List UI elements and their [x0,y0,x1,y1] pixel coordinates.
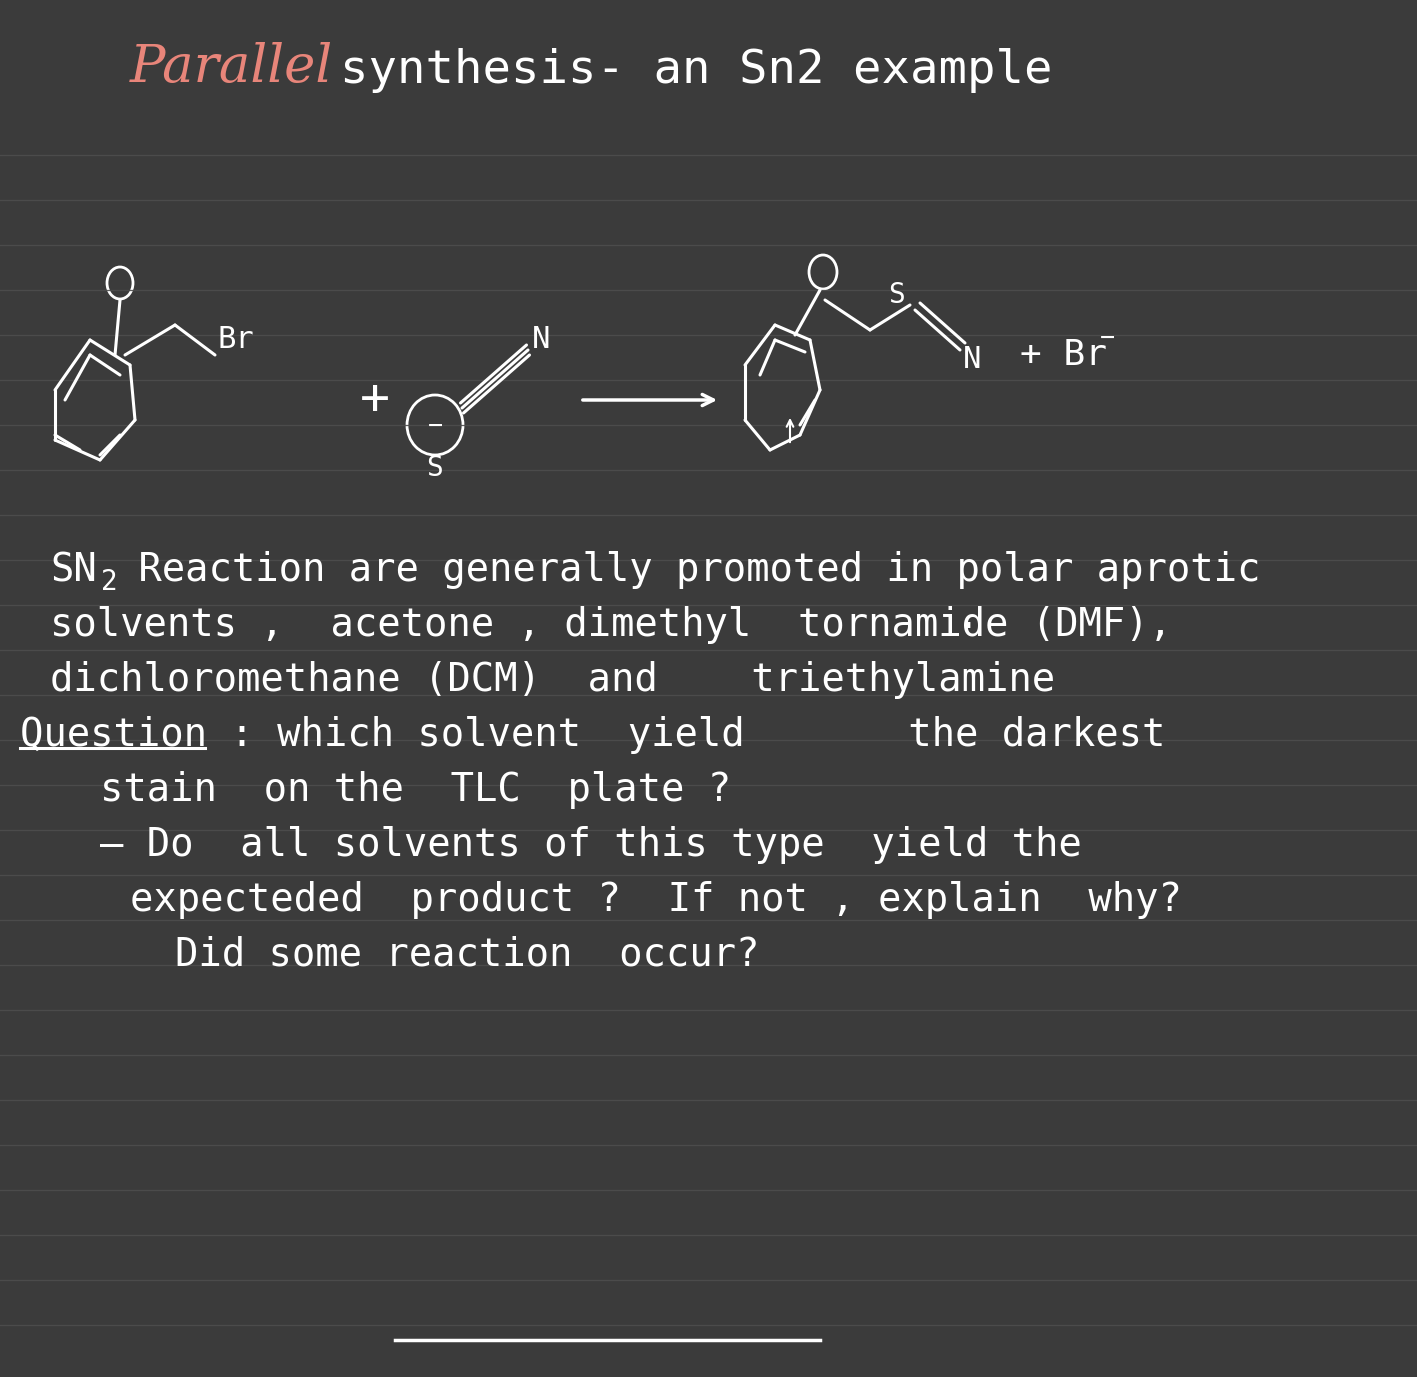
Text: – Do  all solvents of this type  yield the: – Do all solvents of this type yield the [101,826,1081,863]
Text: synthesis- an Sn2 example: synthesis- an Sn2 example [340,48,1053,94]
Text: −: − [1100,326,1115,350]
Text: .: . [959,593,973,636]
Text: stain  on the  TLC  plate ?: stain on the TLC plate ? [101,771,731,810]
Text: N: N [531,325,550,354]
Text: Question : which solvent  yield       the darkest: Question : which solvent yield the darke… [20,716,1165,755]
Text: 2: 2 [101,567,118,596]
Text: Did some reaction  occur?: Did some reaction occur? [176,936,760,974]
Text: dichloromethane (DCM)  and    triethylamine: dichloromethane (DCM) and triethylamine [50,661,1056,700]
Text: SN: SN [50,551,96,589]
Text: −: − [428,414,442,438]
Text: N: N [964,346,982,375]
Text: Reaction are generally promoted in polar aprotic: Reaction are generally promoted in polar… [115,551,1260,589]
Text: Parallel: Parallel [130,43,333,94]
Text: +: + [360,376,390,424]
Text: solvents ,  acetone , dimethyl  tornamide (DMF),: solvents , acetone , dimethyl tornamide … [50,606,1172,644]
Text: S: S [888,281,904,308]
Text: expecteded  product ?  If not , explain  why?: expecteded product ? If not , explain wh… [130,881,1182,918]
Text: Br: Br [218,325,255,354]
Text: + Br: + Br [1020,337,1107,372]
Text: S: S [427,454,444,482]
